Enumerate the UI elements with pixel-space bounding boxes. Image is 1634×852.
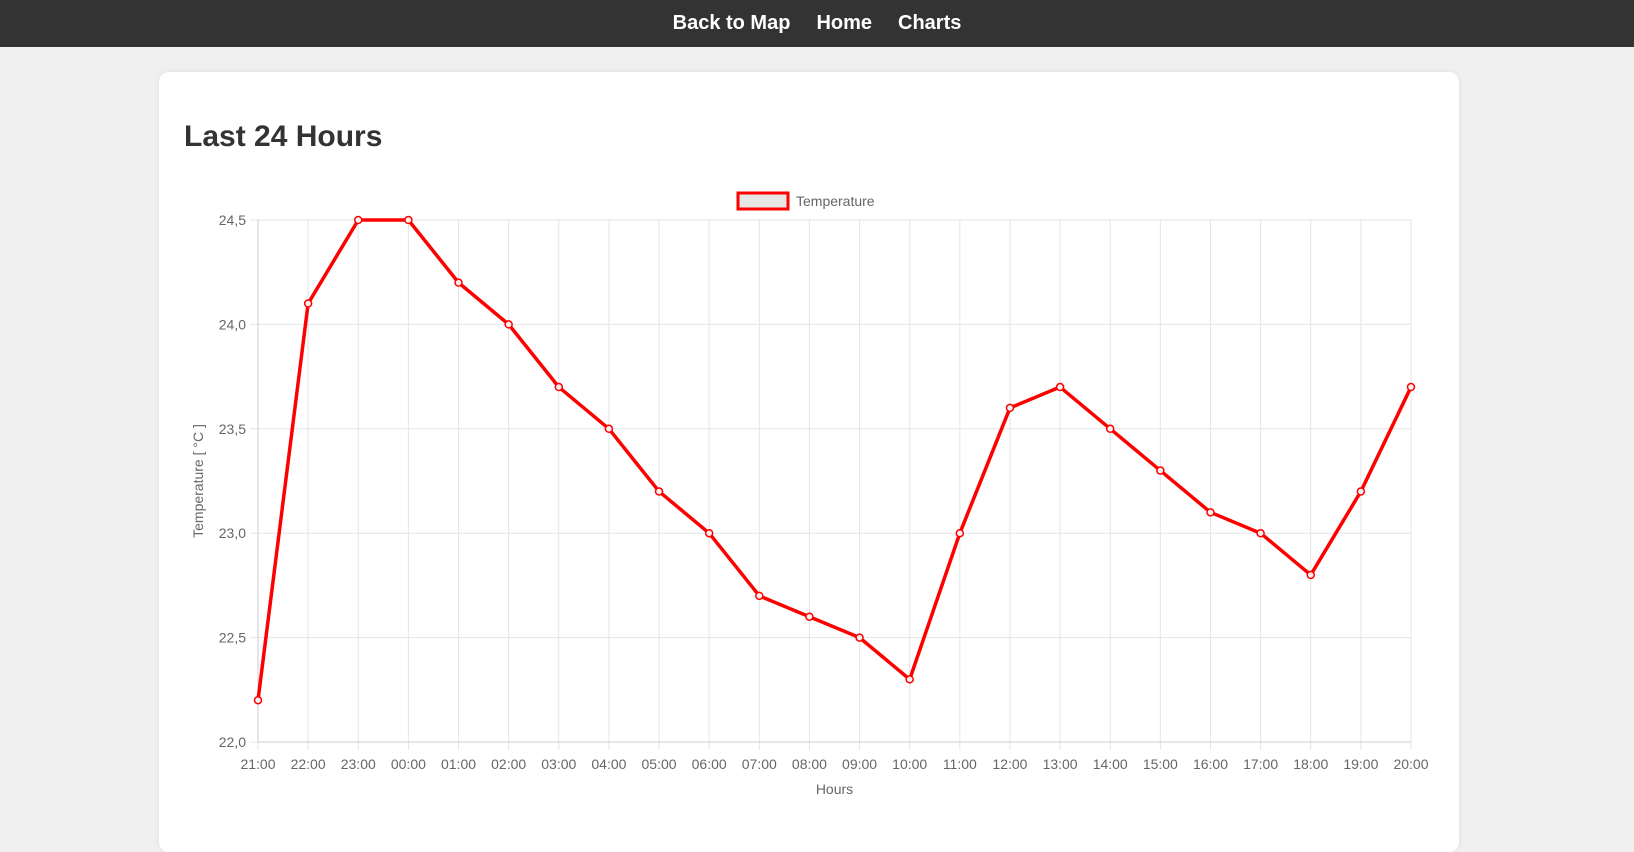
data-point[interactable] xyxy=(905,675,914,684)
x-tick-label: 04:00 xyxy=(591,756,626,772)
chart-card: Last 24 Hours 22,0 22,5 23,0 23,5 24,0 24,5 21… xyxy=(159,72,1459,852)
x-tick-label: 21:00 xyxy=(240,756,275,772)
x-tick-label: 23:00 xyxy=(341,756,376,772)
x-tick-label: 11:00 xyxy=(943,756,977,772)
x-tick-label: 01:00 xyxy=(441,756,476,772)
x-tick-label: 14:00 xyxy=(1093,756,1128,772)
legend-label-temperature[interactable]: Temperature xyxy=(796,193,875,209)
data-point[interactable] xyxy=(1105,424,1115,434)
y-tick-label: 22,5 xyxy=(219,630,246,646)
top-nav-bar: Back to Map Home Charts xyxy=(0,0,1634,47)
x-tick-label: 03:00 xyxy=(541,756,576,772)
data-point[interactable] xyxy=(654,487,664,496)
legend-swatch-temperature[interactable] xyxy=(736,191,790,211)
x-tick-label: 12:00 xyxy=(992,756,1027,772)
data-point[interactable] xyxy=(1005,403,1015,413)
chart-series xyxy=(253,215,1416,705)
x-tick-label: 22:00 xyxy=(291,756,326,772)
x-tick-label: 17:00 xyxy=(1243,756,1278,772)
y-axis-title: Temperature [ °C ] xyxy=(190,424,206,538)
data-point[interactable] xyxy=(955,528,965,538)
data-point[interactable] xyxy=(253,695,263,705)
data-point[interactable] xyxy=(303,299,313,308)
x-tick-label: 07:00 xyxy=(742,756,777,772)
x-tick-label: 19:00 xyxy=(1343,756,1378,772)
data-point[interactable] xyxy=(1256,528,1265,538)
data-point[interactable] xyxy=(1306,570,1315,580)
chart-axes: 22,0 22,5 23,0 23,5 24,0 24,5 21:00 22:00 23:00 0… xyxy=(219,212,1429,772)
x-tick-label: 00:00 xyxy=(391,756,426,772)
page-title: Last 24 Hours xyxy=(184,120,383,153)
nav-back-to-map-link[interactable]: Back to Map xyxy=(672,12,791,34)
data-point[interactable] xyxy=(805,612,814,621)
nav-home-link[interactable]: Home xyxy=(816,12,873,34)
x-tick-label: 10:00 xyxy=(892,756,927,772)
y-tick-label: 23,5 xyxy=(219,421,246,437)
x-axis-title: Hours xyxy=(816,781,853,797)
data-point[interactable] xyxy=(1156,466,1165,475)
chart-legend[interactable]: Temperature xyxy=(736,191,875,211)
data-point[interactable] xyxy=(755,591,764,601)
y-tick-label: 23,0 xyxy=(219,525,246,541)
x-tick-label: 13:00 xyxy=(1043,756,1078,772)
data-point[interactable] xyxy=(604,424,614,434)
data-point[interactable] xyxy=(704,528,714,538)
data-point[interactable] xyxy=(504,320,513,329)
x-tick-label: 06:00 xyxy=(692,756,727,772)
x-tick-label: 15:00 xyxy=(1143,756,1178,772)
temperature-line-chart: 22,0 22,5 23,0 23,5 24,0 24,5 21:00 22:00 23:00 0… xyxy=(190,191,1429,797)
x-tick-label: 09:00 xyxy=(842,756,877,772)
x-tick-label: 16:00 xyxy=(1193,756,1228,772)
data-point[interactable] xyxy=(1055,382,1065,392)
data-point[interactable] xyxy=(454,278,463,287)
data-point[interactable] xyxy=(354,215,363,225)
y-tick-label: 24,0 xyxy=(219,316,246,332)
series-line-temperature xyxy=(256,218,1413,701)
data-point[interactable] xyxy=(855,633,864,642)
y-tick-label: 22,0 xyxy=(219,734,246,750)
x-tick-label: 05:00 xyxy=(642,756,677,772)
data-point[interactable] xyxy=(1356,487,1366,496)
data-point[interactable] xyxy=(404,215,413,225)
data-point[interactable] xyxy=(554,382,564,392)
x-tick-label: 18:00 xyxy=(1293,756,1328,772)
x-tick-label: 20:00 xyxy=(1393,756,1428,772)
data-point[interactable] xyxy=(1406,382,1416,392)
nav-charts-link[interactable]: Charts xyxy=(898,12,962,34)
chart-grid xyxy=(250,219,1412,750)
x-tick-label: 02:00 xyxy=(491,756,526,772)
data-point[interactable] xyxy=(1206,508,1215,517)
y-tick-label: 24,5 xyxy=(219,212,246,228)
x-tick-label: 08:00 xyxy=(792,756,827,772)
